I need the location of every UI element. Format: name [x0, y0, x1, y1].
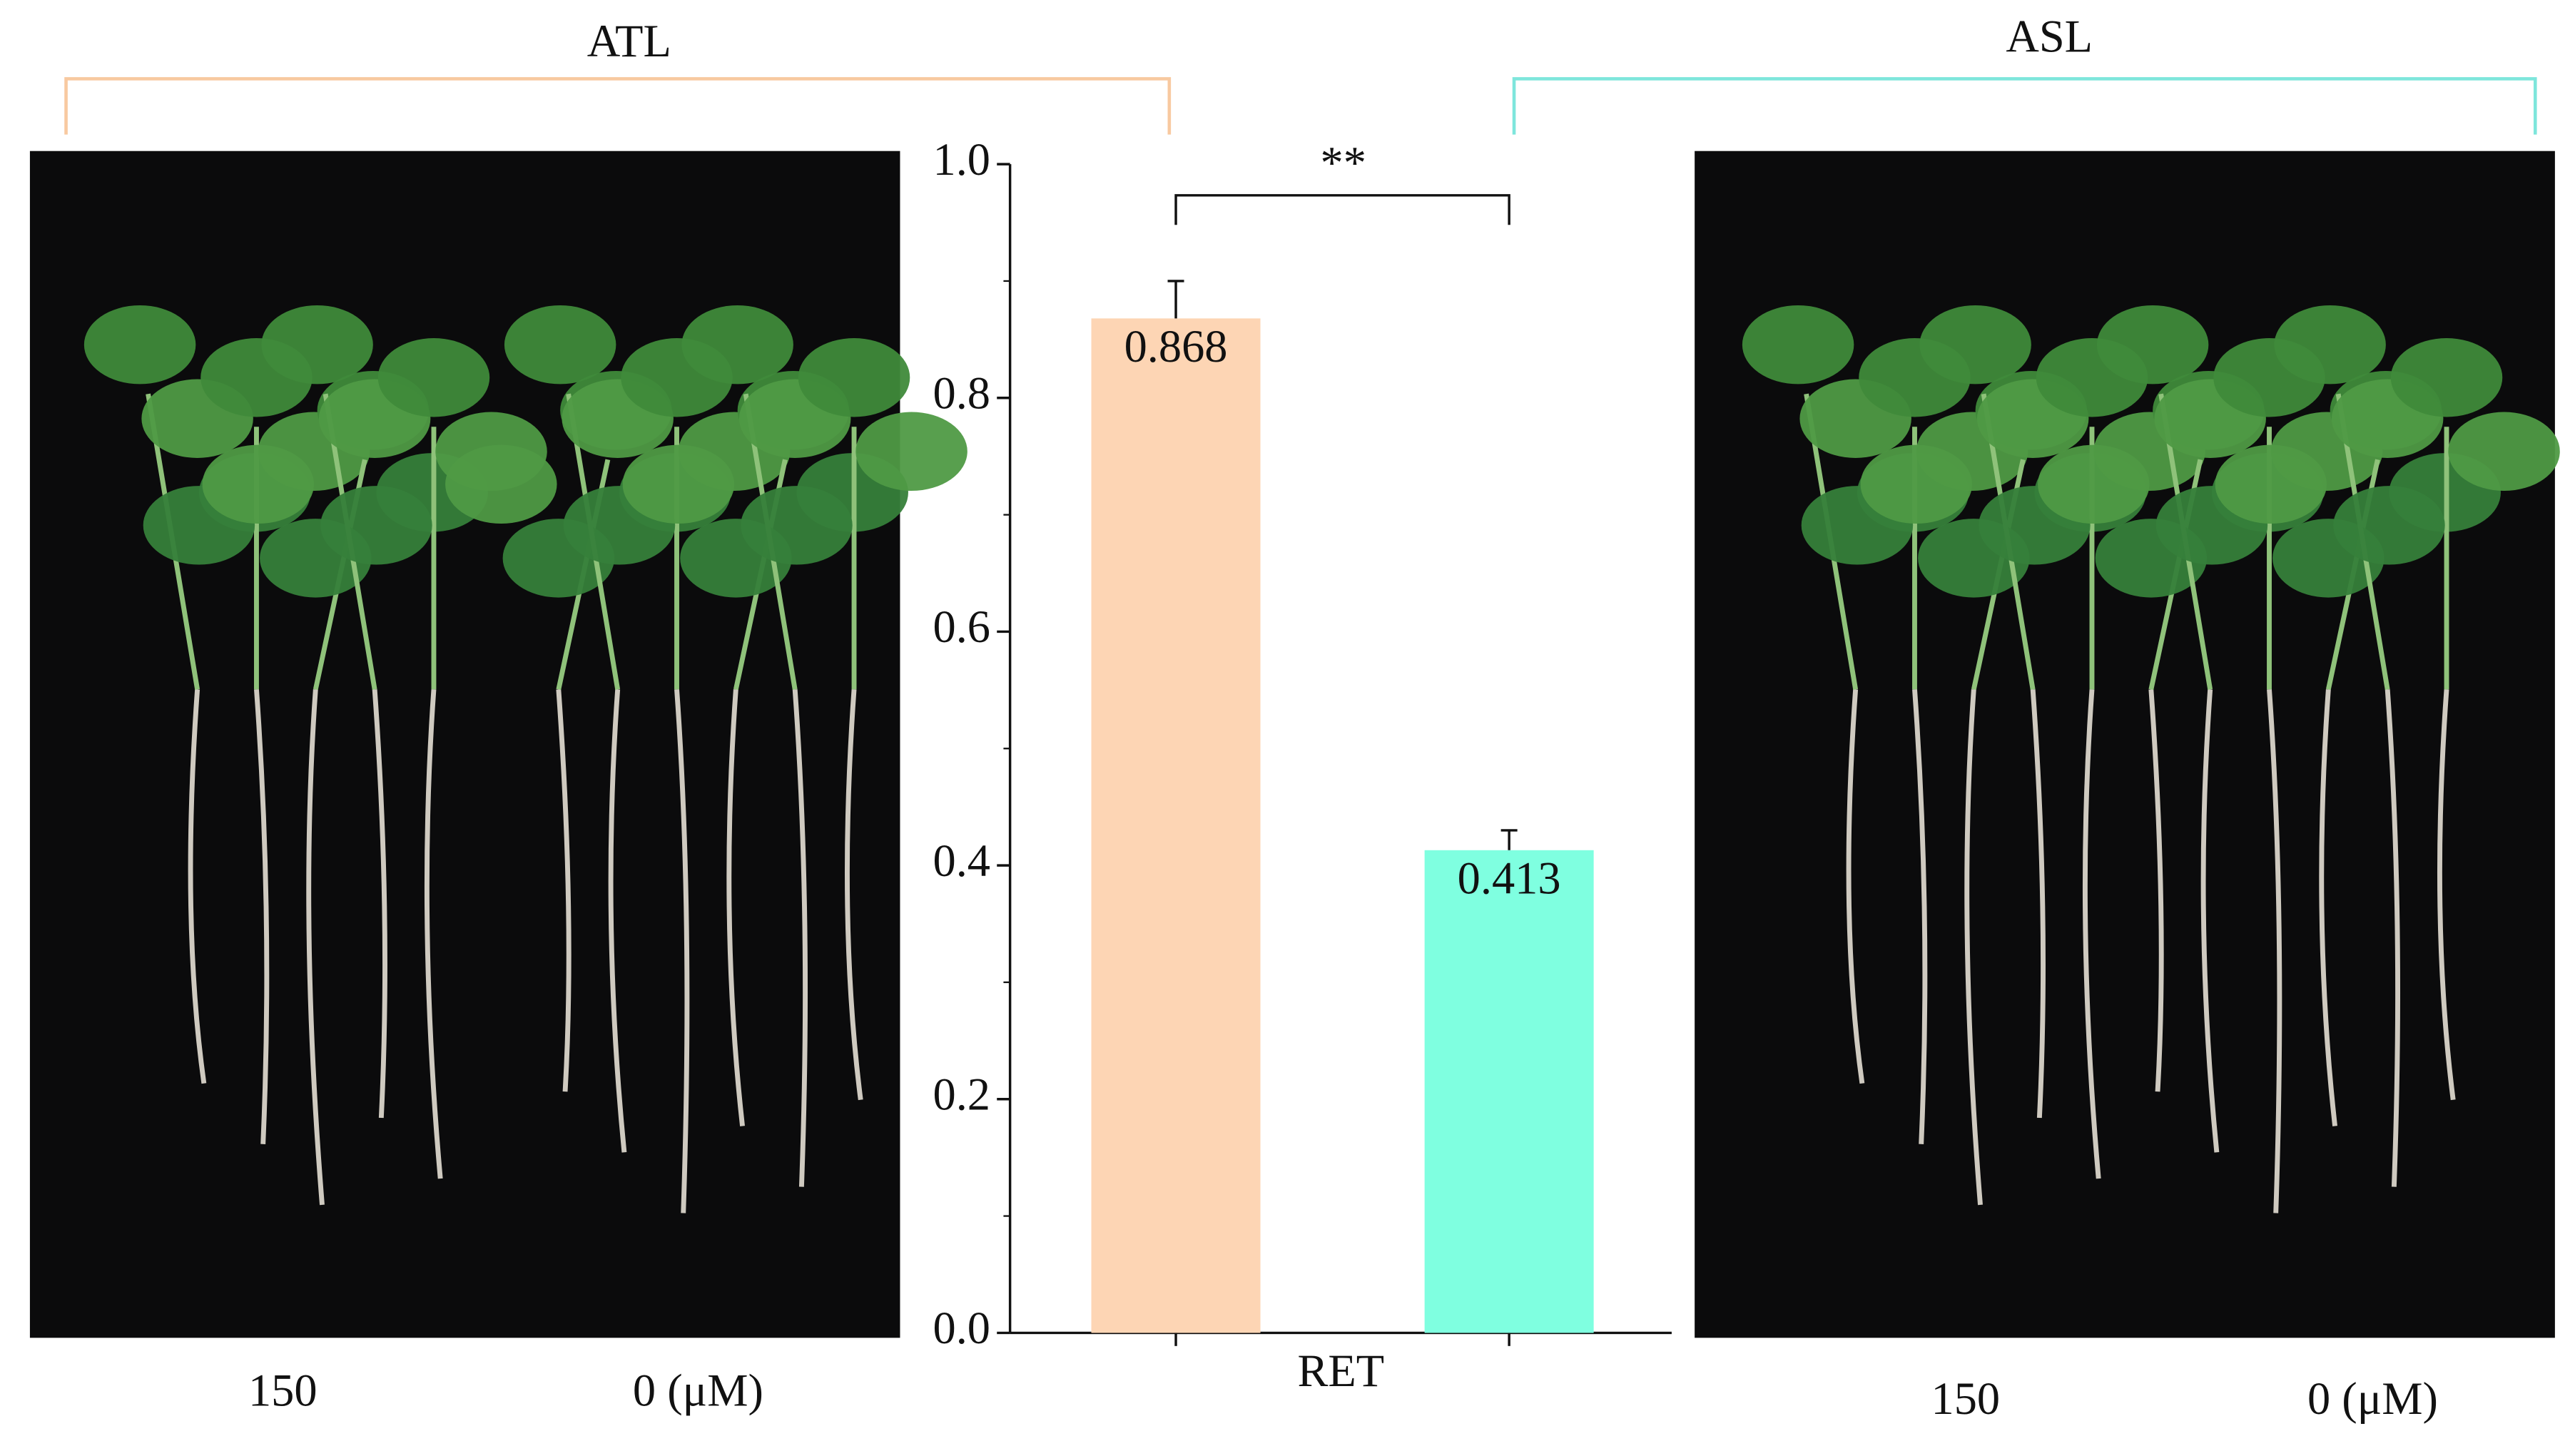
leaf: [2274, 305, 2386, 385]
y-tick-label: 0.0: [933, 1303, 991, 1353]
leaf: [622, 444, 735, 524]
photo-label: 0 (μM): [2307, 1373, 2438, 1424]
photo-label: 150: [248, 1365, 318, 1416]
root: [674, 689, 690, 1213]
leaf: [445, 444, 557, 524]
root: [2319, 689, 2337, 1126]
root: [726, 689, 745, 1126]
root: [1912, 689, 1928, 1144]
root: [2148, 689, 2164, 1092]
leaf: [2333, 486, 2445, 565]
plants: [83, 305, 2560, 1213]
y-tick-label: 0.2: [933, 1069, 991, 1120]
group-bracket: [1512, 77, 2537, 135]
leaf: [1742, 305, 1854, 385]
root: [556, 689, 572, 1092]
bar: [1424, 850, 1594, 1333]
root: [1964, 689, 1983, 1206]
root: [306, 689, 325, 1206]
root: [372, 689, 387, 1119]
root: [2200, 689, 2220, 1153]
leaf: [855, 412, 967, 492]
root: [254, 689, 270, 1144]
root: [608, 689, 627, 1153]
photo-label: 150: [1931, 1373, 2001, 1424]
root: [845, 689, 863, 1101]
photo-label: 0 (μM): [633, 1365, 763, 1416]
leaf: [320, 486, 432, 565]
root: [2082, 689, 2101, 1179]
root: [2437, 689, 2456, 1101]
leaf: [798, 338, 910, 417]
leaf: [202, 444, 314, 524]
leaf: [504, 305, 616, 385]
root: [792, 689, 808, 1187]
error-bar: [1500, 829, 1518, 850]
leaf: [2448, 412, 2560, 492]
bar: [1091, 318, 1261, 1333]
root: [2384, 689, 2401, 1187]
leaf: [2038, 444, 2150, 524]
x-tick-label: RET: [1297, 1345, 1384, 1396]
leaf: [2215, 444, 2327, 524]
value-label: 0.413: [1458, 853, 1561, 904]
leaf: [1860, 444, 1973, 524]
leaf: [83, 305, 196, 385]
leaf: [377, 338, 490, 417]
error-bar: [1167, 280, 1184, 319]
value-label: 0.868: [1124, 321, 1228, 372]
group-label: ATL: [587, 16, 671, 66]
y-tick-label: 1.0: [933, 134, 991, 185]
y-tick-label: 0.4: [933, 835, 991, 886]
leaf: [2390, 338, 2503, 417]
root: [2267, 689, 2282, 1213]
leaf: [1919, 305, 2031, 385]
y-tick-label: 0.6: [933, 601, 991, 652]
y-tick-label: 0.8: [933, 368, 991, 419]
group-bracket: [64, 77, 1172, 135]
root: [1846, 689, 1865, 1084]
root: [424, 689, 443, 1179]
root: [188, 689, 207, 1084]
leaf: [2096, 305, 2209, 385]
root: [2030, 689, 2046, 1119]
leaf: [261, 305, 373, 385]
leaf: [681, 305, 793, 385]
group-label: ASL: [2006, 11, 2093, 61]
significance-bracket: [1174, 194, 1510, 225]
leaf: [741, 486, 853, 565]
significance: **: [1321, 137, 1366, 188]
